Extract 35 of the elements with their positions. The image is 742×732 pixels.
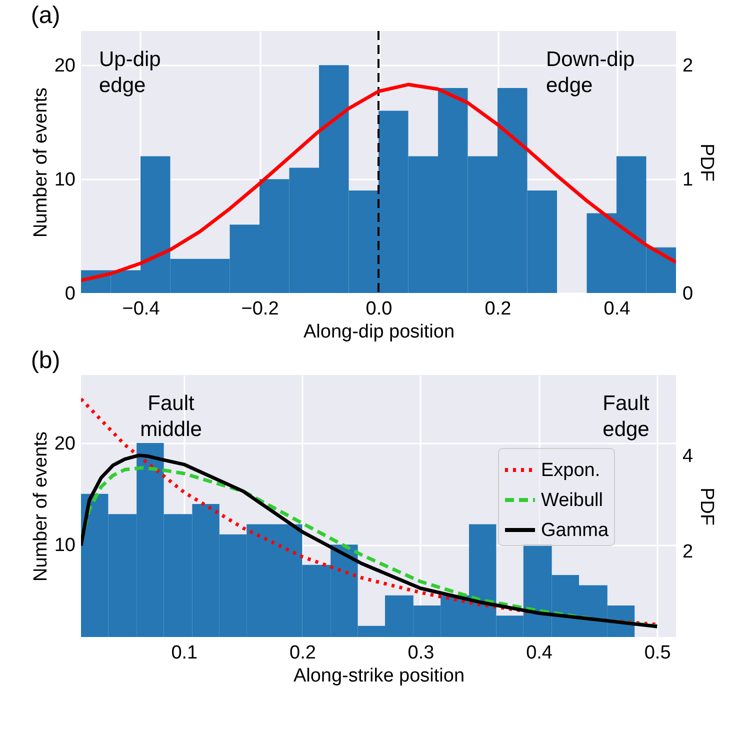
y2-tick-label: 1 [682,170,694,191]
legend-label: Expon. [541,460,600,481]
y2-axis-title: PDF [696,144,718,182]
x-tick-label: 0.5 [644,642,671,664]
x-tick-label: −0.2 [241,298,279,320]
annotation: Fault edge [602,392,650,441]
x-tick-label: 0.3 [408,642,434,664]
y2-tick-label: 4 [682,446,694,467]
legend-label: Weibull [541,490,603,511]
x-tick-label: 0.2 [484,298,512,320]
x-tick-label: 0.4 [604,298,631,320]
annotation: Up-dip edge [99,48,161,97]
x-tick-label: −0.4 [122,298,160,320]
y-tick-label: 10 [54,535,76,556]
y2-tick-label: 2 [682,541,694,562]
x-axis-title: Along-strike position [293,666,465,686]
legend-label: Gamma [541,520,609,541]
chart-title: (a) [30,2,60,29]
x-tick-label: 0.2 [289,642,316,664]
y-axis-title: Number of events [30,88,52,238]
y-tick-label: 0 [64,284,76,304]
y2-tick-label: 2 [682,56,694,77]
y-tick-label: 20 [54,434,76,455]
x-tick-label: 0.4 [526,642,553,664]
chart-title: (b) [30,347,60,374]
x-axis-title: Along-dip position [303,322,455,342]
y2-axis-title: PDF [696,488,718,526]
x-tick-label: 0.1 [171,642,198,664]
annotation: Down-dip edge [546,48,635,97]
y-tick-label: 20 [54,56,76,77]
y-axis-title: Number of events [30,432,52,582]
x-tick-label: 0.0 [366,298,392,320]
annotation: Fault middle [140,392,202,441]
y-tick-label: 10 [54,170,76,191]
y2-tick-label: 0 [682,284,694,304]
